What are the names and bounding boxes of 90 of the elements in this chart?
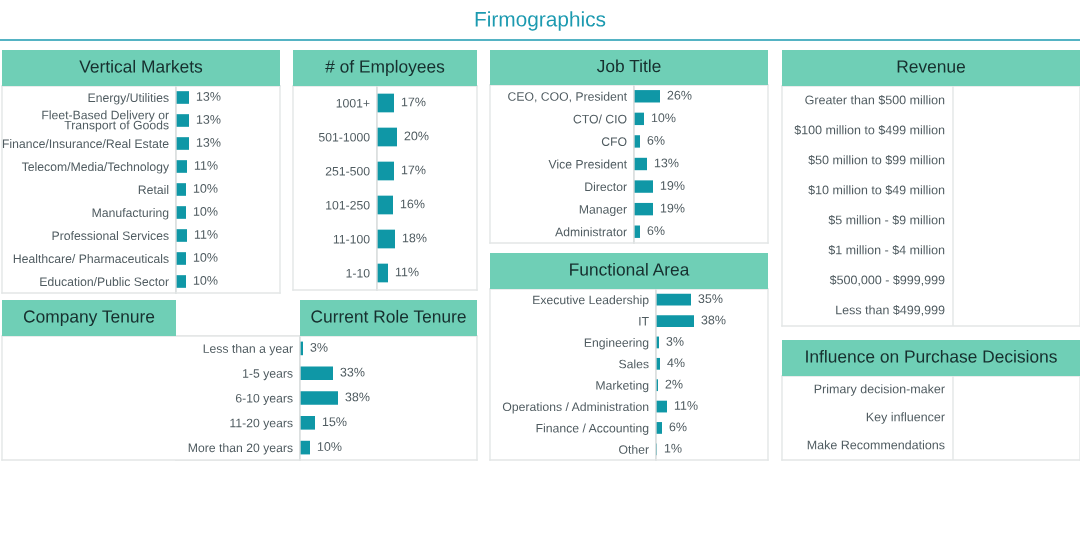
chart-title: Vertical Markets <box>79 59 203 73</box>
y-tick-label: CEO, COO, President <box>508 91 627 103</box>
data-label: 6% <box>647 226 665 236</box>
y-tick-label: Vice President <box>548 159 627 169</box>
data-label: 38% <box>345 392 370 402</box>
y-tick-label: 11-20 years <box>230 418 293 430</box>
y-tick-label: IT <box>639 317 649 326</box>
data-label: 1% <box>664 443 682 453</box>
data-label: 11% <box>395 267 419 277</box>
y-tick-label: CTO/ CIO <box>573 114 627 124</box>
y-tick-label: Fleet-Based Delivery or Transport of Goods <box>42 110 169 132</box>
data-label: 10% <box>193 253 218 262</box>
data-label: 19% <box>660 181 685 190</box>
text: $50 million to $99 million <box>808 154 945 166</box>
text: Company Tenure <box>23 310 155 327</box>
y-tick-label: 101-250 <box>326 200 370 210</box>
data-label: 13% <box>654 158 679 168</box>
y-tick-label: Less than a year <box>203 343 293 356</box>
data-label: 16% <box>400 199 425 209</box>
data-label: 13% <box>196 92 221 101</box>
y-tick-label: Energy/Utilities <box>88 93 169 105</box>
y-tick-label: Manufacturing <box>92 208 169 220</box>
data-label: 2% <box>665 379 683 389</box>
data-label: 11% <box>194 230 218 239</box>
chart-title: Job Title <box>596 59 661 73</box>
data-label: 3% <box>310 342 328 352</box>
y-tick-label: Operations / Administration <box>502 402 649 414</box>
y-tick-label: CFO <box>601 137 627 146</box>
text: Current Role Tenure <box>311 309 466 323</box>
text: Primary decision-maker <box>814 384 945 396</box>
y-tick-label: Administrator <box>555 227 627 237</box>
y-tick-label: 11-100 <box>333 234 370 244</box>
y-tick-label: Retail <box>138 185 169 195</box>
text: Revenue <box>897 60 965 73</box>
text: $5 million - $9 million <box>828 214 945 226</box>
y-tick-label: Manager <box>579 205 627 217</box>
text: $100 million to $499 million <box>794 124 945 136</box>
y-tick-label: Director <box>585 182 627 192</box>
data-label: 26% <box>667 90 692 100</box>
y-tick-label: 251-500 <box>325 166 370 176</box>
data-label: 11% <box>674 401 698 410</box>
data-label: 10% <box>193 184 218 193</box>
text: Greater than $500 million <box>805 94 945 106</box>
y-tick-label: Education/Public Sector <box>40 277 169 287</box>
y-tick-label: Healthcare/ Pharmaceuticals <box>13 254 169 264</box>
chart-title: Functional Area <box>570 262 690 276</box>
text: $10 million to $49 million <box>808 184 945 196</box>
data-label: 6% <box>647 135 665 145</box>
data-label: 4% <box>667 358 685 368</box>
data-label: 10% <box>193 276 218 285</box>
data-label: 10% <box>651 113 676 123</box>
y-tick-label: 1-10 <box>346 268 370 278</box>
y-tick-label: Executive Leadership <box>533 295 649 307</box>
data-label: 20% <box>404 131 429 141</box>
chart-title: # of Employees <box>325 59 445 77</box>
data-label: 17% <box>401 165 426 175</box>
y-tick-label: Telecom/Media/Technology <box>21 162 170 174</box>
data-label: 10% <box>317 442 342 451</box>
text: Key influencer <box>866 412 945 424</box>
data-label: 3% <box>666 336 684 346</box>
data-label: 33% <box>340 367 365 377</box>
data-label: 15% <box>322 417 347 427</box>
data-label: 10% <box>193 207 218 216</box>
y-tick-label: Engineering <box>584 338 649 350</box>
data-label: 6% <box>669 422 687 432</box>
data-label: 19% <box>660 203 685 213</box>
y-tick-label: Sales <box>619 359 649 369</box>
text: Make Recommendations <box>807 440 945 450</box>
data-label: 17% <box>401 97 426 107</box>
y-tick-label: 501-1000 <box>318 132 370 142</box>
y-tick-label: Other <box>619 444 649 454</box>
y-tick-label: 6-10 years <box>235 393 293 405</box>
text: Firmographics <box>475 11 606 31</box>
text: $1 million - $4 million <box>828 244 945 256</box>
data-label: 11% <box>194 161 218 170</box>
text: Influence on Purchase Decisions <box>806 349 1057 363</box>
y-tick-label: Finance / Accounting <box>536 423 649 435</box>
y-tick-label: 1001+ <box>336 98 370 108</box>
data-label: 13% <box>196 138 221 147</box>
y-tick-label: Finance/Insurance/Real Estate <box>2 139 169 149</box>
data-label: 18% <box>402 233 427 243</box>
data-label: 38% <box>701 315 726 325</box>
y-tick-label: 1-5 years <box>243 369 293 381</box>
y-tick-label: Marketing <box>596 380 649 393</box>
data-label: 35% <box>698 294 723 304</box>
y-tick-label: More than 20 years <box>188 443 293 455</box>
text: Less than $499,999 <box>836 304 945 316</box>
y-tick-label: Professional Services <box>52 231 169 241</box>
text: $500,000 - $999,999 <box>829 274 945 286</box>
data-label: 13% <box>196 115 221 124</box>
